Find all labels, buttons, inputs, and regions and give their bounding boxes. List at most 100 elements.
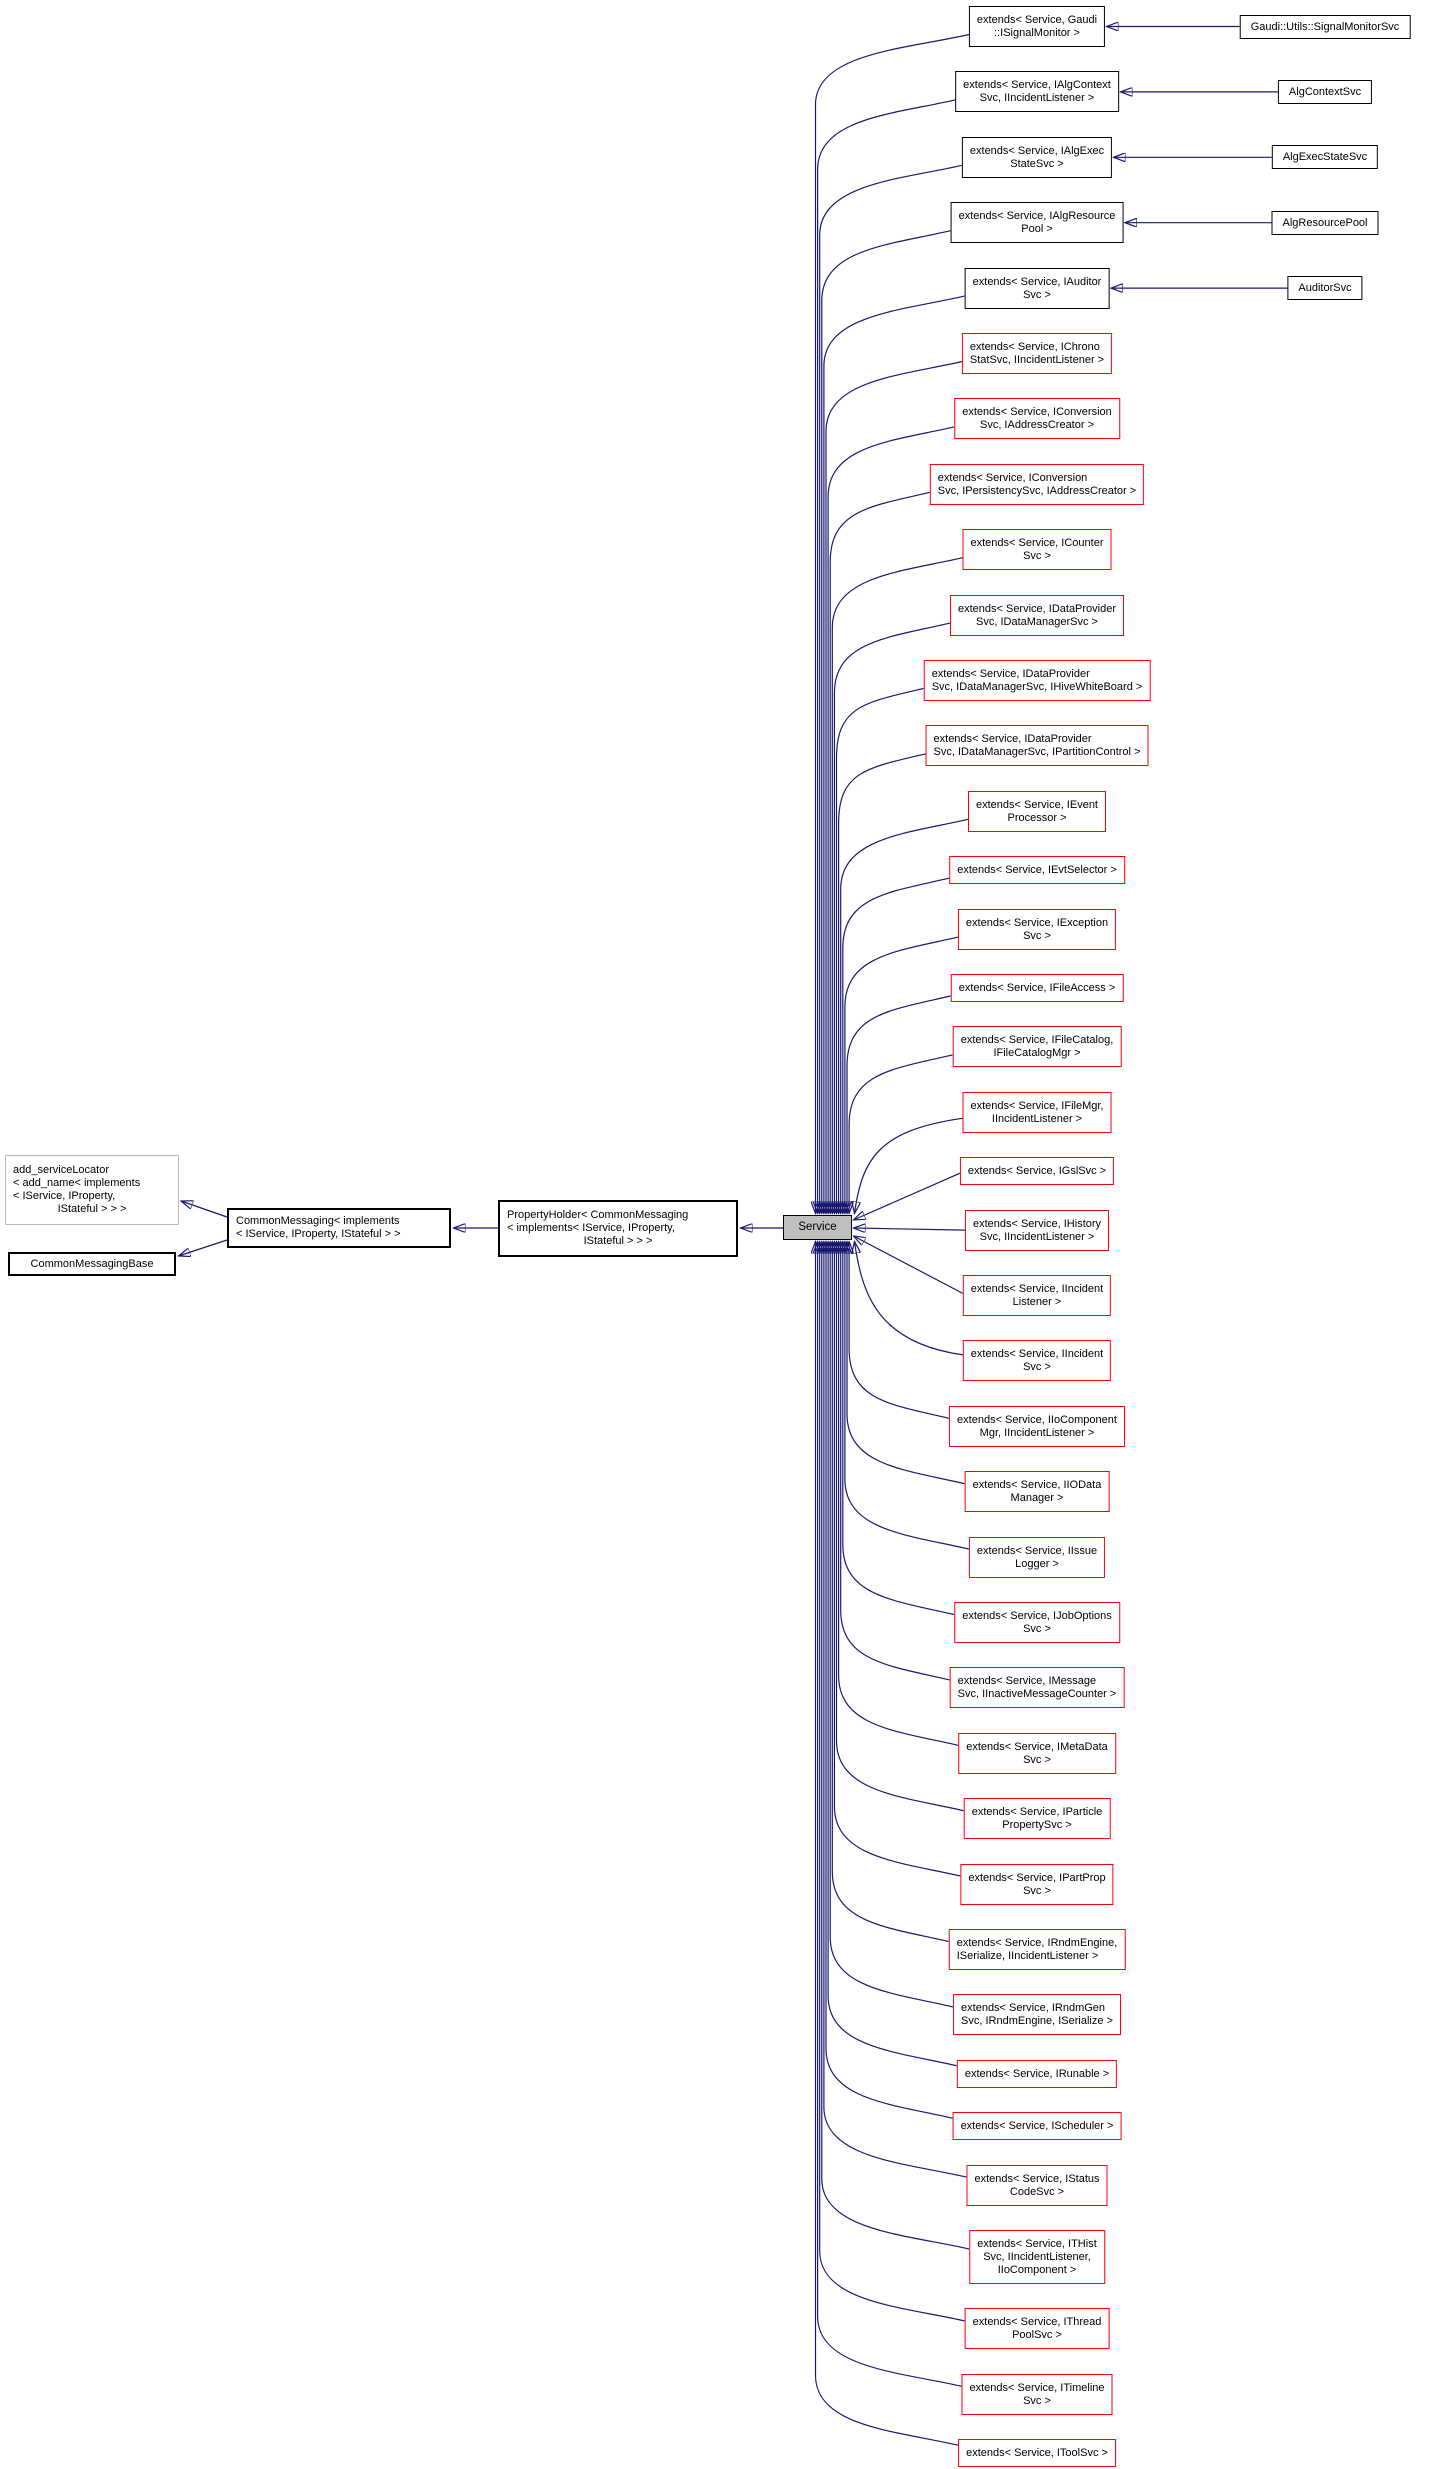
inheritance-edge xyxy=(830,1242,954,2008)
extends-node[interactable]: extends< Service, IToolSvc > xyxy=(958,2439,1116,2467)
extends-node[interactable]: extends< Service, IConversion Svc, IAddre… xyxy=(954,398,1120,439)
inheritance-edge xyxy=(826,1242,953,2119)
node-line: Svc > xyxy=(1023,1753,1051,1766)
extends-node[interactable]: extends< Service, IIncident Listener > xyxy=(962,1275,1112,1316)
extends-node[interactable]: extends< Service, IRndmEngine, ISerialize… xyxy=(948,1929,1126,1970)
node-line: Svc, IDataManagerSvc, IHiveWhiteBoard > xyxy=(931,680,1143,693)
inheritance-edge xyxy=(837,1242,964,1812)
node-line: Logger > xyxy=(1015,1557,1059,1570)
node-line: IStateful > > > xyxy=(57,1203,127,1215)
extends-node[interactable]: extends< Service, IDataProvider Svc, IDat… xyxy=(923,660,1151,701)
node-line: extends< Service, IToolSvc > xyxy=(966,2446,1108,2459)
extends-node[interactable]: extends< Service, IGslSvc > xyxy=(959,1157,1115,1185)
extends-node[interactable]: extends< Service, IAuditor Svc > xyxy=(964,268,1110,309)
extends-node[interactable]: extends< Service, IDataProvider Svc, IDat… xyxy=(925,725,1149,766)
node-line: Svc, IIncidentListener, xyxy=(983,2250,1091,2263)
inheritance-edge xyxy=(849,1054,953,1214)
extends-node[interactable]: extends< Service, IMessage Svc, IInactive… xyxy=(949,1667,1125,1708)
derived-class-node[interactable]: AlgExecStateSvc xyxy=(1271,145,1379,169)
node-line: PoolSvc > xyxy=(1012,2328,1062,2341)
derived-class-node[interactable]: AuditorSvc xyxy=(1287,276,1363,300)
node-line: Svc, IIncidentListener > xyxy=(979,91,1095,104)
extends-node[interactable]: extends< Service, IConversion Svc, IPersi… xyxy=(929,464,1145,505)
class-node-commonmessaging[interactable]: CommonMessaging< implements < IService, I… xyxy=(227,1208,451,1248)
node-line: extends< Service, IFileCatalog, xyxy=(960,1033,1114,1046)
inheritance-edge xyxy=(820,1242,965,2322)
inheritance-edge xyxy=(828,426,955,1214)
inheritance-edge xyxy=(843,1242,955,1616)
extends-node[interactable]: extends< Service, IIssue Logger > xyxy=(968,1537,1106,1578)
node-line: Svc, IRndmEngine, ISerialize > xyxy=(961,2014,1113,2027)
node-line: extends< Service, IPartProp xyxy=(968,1871,1106,1884)
node-line: PropertySvc > xyxy=(1002,1818,1072,1831)
node-line: extends< Service, Gaudi xyxy=(976,13,1098,26)
extends-node[interactable]: extends< Service, IMetaData Svc > xyxy=(958,1733,1116,1774)
derived-class-node[interactable]: Gaudi::Utils::SignalMonitorSvc xyxy=(1239,15,1411,39)
extends-node[interactable]: extends< Service, IRndmGen Svc, IRndmEngi… xyxy=(953,1994,1121,2035)
extends-node[interactable]: extends< Service, IAlgContext Svc, IIncid… xyxy=(955,71,1119,112)
inheritance-edge xyxy=(830,491,931,1213)
node-line: extends< Service, IFileMgr, xyxy=(970,1099,1104,1112)
extends-node[interactable]: extends< Service, IIOData Manager > xyxy=(964,1471,1110,1512)
node-line: Svc > xyxy=(1023,549,1051,562)
node-line: < implements< IService, IProperty, xyxy=(507,1222,675,1234)
extends-node[interactable]: extends< Service, IParticle PropertySvc > xyxy=(963,1798,1111,1839)
extends-node[interactable]: extends< Service, IHistory Svc, IIncident… xyxy=(964,1210,1110,1251)
inheritance-edge xyxy=(841,1242,950,1681)
node-line: Svc > xyxy=(1023,288,1051,301)
extends-node[interactable]: extends< Service, IScheduler > xyxy=(952,2112,1122,2140)
extends-node[interactable]: extends< Service, IPartProp Svc > xyxy=(960,1864,1114,1905)
node-line: extends< Service, IDataProvider xyxy=(931,667,1090,680)
extends-node[interactable]: extends< Service, Gaudi::ISignalMonitor … xyxy=(968,6,1106,47)
extends-node[interactable]: extends< Service, IFileAccess > xyxy=(950,974,1124,1002)
node-line: StatSvc, IIncidentListener > xyxy=(969,353,1105,366)
node-line: extends< Service, IChrono xyxy=(969,340,1100,353)
extends-node[interactable]: extends< Service, IFileMgr, IIncidentList… xyxy=(962,1092,1112,1133)
extends-node[interactable]: extends< Service, IAlgResource Pool > xyxy=(950,202,1124,243)
extends-node[interactable]: extends< Service, IStatus CodeSvc > xyxy=(966,2165,1108,2206)
inheritance-edge xyxy=(854,1236,964,1295)
extends-node[interactable]: extends< Service, IJobOptions Svc > xyxy=(954,1602,1120,1643)
extends-node[interactable]: extends< Service, ITHist Svc, IIncidentLi… xyxy=(969,2230,1105,2284)
class-node-propertyholder[interactable]: PropertyHolder< CommonMessaging < impleme… xyxy=(498,1200,738,1257)
node-line: CommonMessaging< implements xyxy=(236,1215,400,1227)
derived-class-node[interactable]: AlgResourcePool xyxy=(1271,211,1379,235)
extends-node[interactable]: extends< Service, IFileCatalog, IFileCata… xyxy=(952,1026,1122,1067)
node-line: extends< Service, IIOData xyxy=(972,1478,1102,1491)
node-line: PropertyHolder< CommonMessaging xyxy=(507,1209,689,1221)
node-line: extends< Service, IAlgExec xyxy=(969,144,1105,157)
node-line: extends< Service, IRndmEngine, xyxy=(956,1936,1118,1949)
extends-node[interactable]: extends< Service, IAlgExec StateSvc > xyxy=(961,137,1113,178)
extends-node[interactable]: extends< Service, ICounter Svc > xyxy=(962,529,1112,570)
extends-node[interactable]: extends< Service, IEvent Processor > xyxy=(968,791,1106,832)
inheritance-edge xyxy=(845,936,959,1213)
inheritance-edge xyxy=(816,1242,959,2446)
extends-node[interactable]: extends< Service, ITimeline Svc > xyxy=(961,2374,1113,2415)
node-line: Manager > xyxy=(1010,1491,1064,1504)
node-line: extends< Service, IRunable > xyxy=(964,2067,1110,2080)
node-line: Service xyxy=(798,1221,837,1233)
inheritance-edge xyxy=(854,1228,966,1230)
class-node-commonmessagingbase[interactable]: CommonMessagingBase xyxy=(8,1252,176,1276)
extends-node[interactable]: extends< Service, IRunable > xyxy=(956,2060,1118,2088)
node-line: < add_name< implements xyxy=(13,1177,141,1189)
inheritance-edge xyxy=(816,33,970,1214)
extends-node[interactable]: extends< Service, IIncident Svc > xyxy=(962,1340,1112,1381)
node-line: extends< Service, IJobOptions xyxy=(962,1609,1112,1622)
extends-node[interactable]: extends< Service, IChrono StatSvc, IIncid… xyxy=(961,333,1113,374)
extends-node[interactable]: extends< Service, IIoComponent Mgr, IInci… xyxy=(949,1406,1125,1447)
extends-node[interactable]: extends< Service, IException Svc > xyxy=(957,909,1117,950)
node-line: CommonMessagingBase xyxy=(30,1257,154,1270)
derived-class-node[interactable]: AlgContextSvc xyxy=(1277,80,1373,104)
node-line: IIncidentListener > xyxy=(991,1112,1083,1125)
node-line: extends< Service, IFileAccess > xyxy=(958,981,1116,994)
extends-node[interactable]: extends< Service, IEvtSelector > xyxy=(949,856,1125,884)
node-line: extends< Service, IEvtSelector > xyxy=(957,863,1117,876)
extends-node[interactable]: extends< Service, IThread PoolSvc > xyxy=(964,2308,1110,2349)
node-line: Svc, IIncidentListener > xyxy=(979,1230,1095,1243)
node-line: extends< Service, IIncident xyxy=(970,1347,1104,1360)
extends-node[interactable]: extends< Service, IDataProvider Svc, IDat… xyxy=(949,595,1125,636)
class-node-service[interactable]: Service xyxy=(783,1215,852,1240)
inheritance-edge xyxy=(849,1242,950,1419)
node-line: Pool > xyxy=(1021,222,1053,235)
